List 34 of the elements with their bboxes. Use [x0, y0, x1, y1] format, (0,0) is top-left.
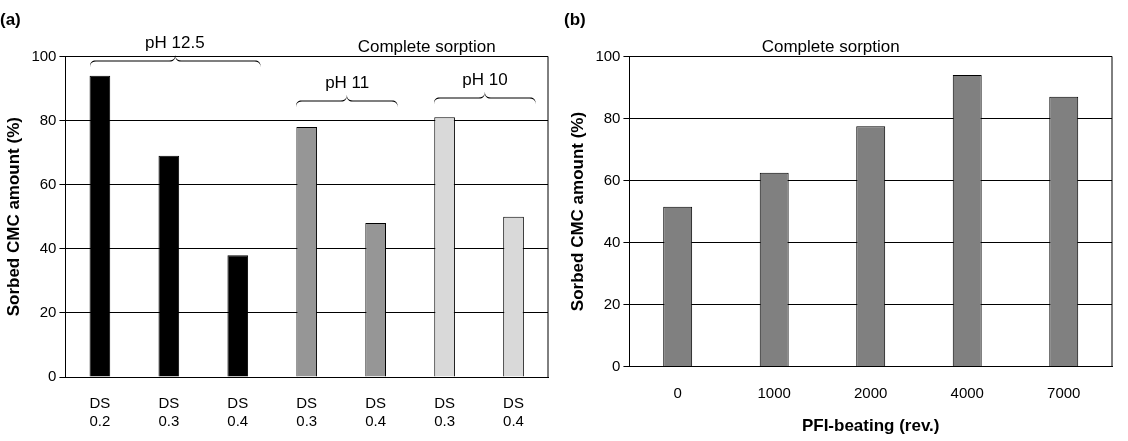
text: Complete sorption — [357, 36, 496, 56]
x-tick-label: DS 0.4 — [227, 394, 249, 430]
x-tick-label: 2000 — [854, 383, 888, 401]
y-tick-label: 100 — [595, 46, 621, 64]
x-tick-label: 1000 — [757, 383, 791, 401]
y-tick-label: 40 — [603, 232, 621, 250]
annotation: pH 10 — [462, 69, 508, 89]
x-tick-label: DS 0.2 — [89, 394, 111, 430]
y-tick-label: 20 — [39, 303, 57, 321]
x-tick-label: 7000 — [1047, 383, 1081, 401]
annotation: pH 11 — [325, 72, 370, 92]
x-tick-label: DS 0.4 — [503, 394, 524, 430]
x-tick-label: DS 0.3 — [296, 394, 318, 430]
y-tick-label: 60 — [603, 170, 621, 188]
y-tick-label: 0 — [48, 367, 57, 385]
x-axis-title: PFI-beating (rev.) — [801, 416, 940, 436]
x-tick-label: DS 0.3 — [158, 394, 180, 430]
y-tick-label: 80 — [39, 110, 57, 128]
text: Complete sorption — [761, 36, 900, 56]
chart-title: (a) — [0, 9, 21, 29]
y-tick-label: 100 — [31, 46, 57, 64]
x-tick-label: DS 0.3 — [434, 394, 456, 430]
text: pH 12.5 — [145, 32, 205, 52]
y-tick-label: 0 — [612, 356, 621, 374]
chart-title: (b) — [564, 9, 586, 29]
x-tick-label: 0 — [673, 383, 682, 401]
y-tick-label: 40 — [39, 238, 57, 256]
y-tick-label: 60 — [39, 174, 57, 192]
y-axis-title: Sorbed CMC amount (%) — [3, 117, 23, 317]
y-tick-label: 80 — [603, 108, 621, 126]
x-tick-label: DS 0.4 — [365, 394, 387, 430]
y-tick-label: 20 — [603, 294, 621, 312]
y-axis-title: Sorbed CMC amount (%) — [567, 111, 587, 312]
x-tick-label: 4000 — [950, 383, 984, 401]
